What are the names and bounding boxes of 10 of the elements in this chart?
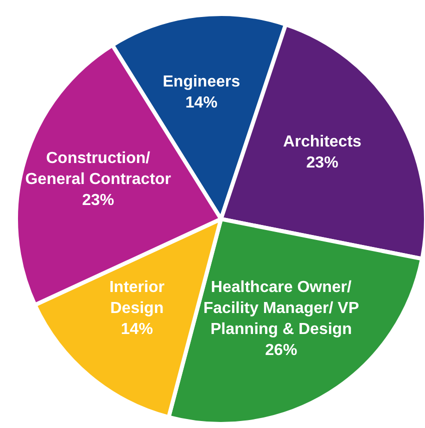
data-label: 26%	[265, 341, 298, 358]
slice-label: Interior Design	[109, 278, 164, 317]
data-label: 14%	[185, 94, 218, 111]
slice-label: Construction/ General Contractor	[25, 149, 172, 188]
slice-label: Healthcare Owner/ Facility Manager/ VP Planning & Design	[203, 278, 360, 338]
slice-label: Engineers	[162, 72, 240, 90]
data-label: 14%	[120, 320, 153, 338]
data-label: 23%	[306, 154, 338, 172]
slice-label: Architects	[283, 133, 362, 150]
data-label: 23%	[82, 191, 114, 208]
